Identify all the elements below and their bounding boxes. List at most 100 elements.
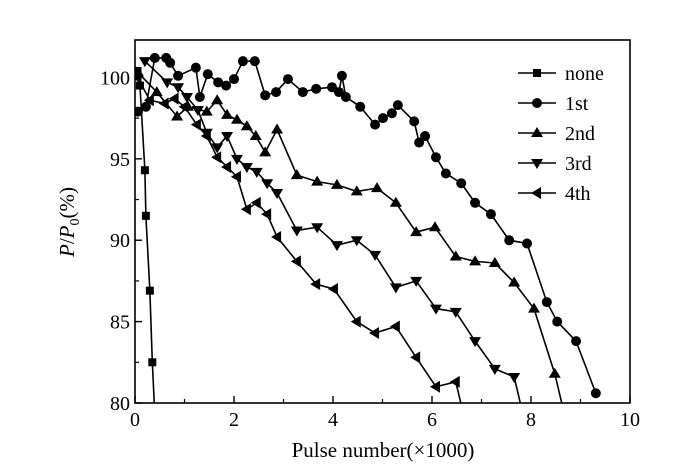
series-line-4th — [136, 77, 462, 403]
triangle-up-marker — [531, 127, 543, 137]
triangle-down-marker — [230, 154, 243, 165]
triangle-up-marker — [508, 276, 521, 287]
legend-item-3rd: 3rd — [518, 153, 592, 175]
triangle-left-marker — [168, 92, 179, 105]
triangle-down-marker — [161, 78, 174, 89]
x-tick-label: 8 — [526, 409, 536, 431]
series-line-2nd — [137, 72, 563, 403]
y-label-sep: / — [55, 238, 79, 244]
series-2nd — [135, 66, 563, 403]
legend-item-2nd: 2nd — [518, 123, 595, 145]
circle-marker — [282, 74, 293, 85]
triangle-down-marker — [488, 364, 501, 375]
circle-marker — [221, 80, 232, 91]
y-label-sub: 0 — [68, 218, 83, 225]
triangle-down-marker — [172, 83, 185, 94]
triangle-left-marker — [240, 203, 251, 216]
triangle-up-marker — [488, 257, 501, 268]
circle-marker — [135, 106, 143, 117]
triangle-left-marker — [200, 130, 211, 143]
triangle-up-marker — [211, 94, 224, 105]
triangle-down-marker — [350, 236, 363, 247]
triangle-left-marker — [350, 315, 361, 328]
triangle-down-marker — [330, 241, 343, 252]
triangle-up-marker — [527, 302, 540, 313]
triangle-left-marker — [310, 278, 321, 291]
triangle-down-marker — [410, 276, 423, 287]
square-marker — [141, 211, 150, 220]
triangle-left-marker — [158, 97, 169, 110]
plot-frame — [134, 39, 631, 404]
triangle-down-marker — [240, 162, 253, 173]
triangle-up-marker — [311, 175, 324, 186]
triangle-left-marker — [178, 100, 189, 113]
circle-marker — [414, 137, 425, 148]
legend-label: 2nd — [565, 123, 595, 145]
circle-marker — [532, 98, 542, 108]
triangle-up-marker — [330, 178, 343, 189]
triangle-left-marker — [389, 320, 400, 333]
circle-marker — [541, 297, 552, 308]
y-label-p0: P — [55, 225, 79, 239]
circle-marker — [340, 91, 351, 102]
triangle-up-marker — [259, 146, 272, 157]
triangle-up-marker — [230, 113, 243, 124]
x-tick-label: 4 — [328, 409, 338, 431]
x-tick-label: 10 — [620, 409, 640, 431]
triangle-up-marker — [449, 250, 462, 261]
circle-marker — [173, 70, 184, 81]
circle-marker — [297, 87, 308, 98]
triangle-up-marker — [150, 86, 163, 97]
y-label-unit: (%) — [55, 187, 79, 218]
triangle-down-marker — [531, 159, 543, 169]
triangle-down-marker — [429, 304, 442, 315]
circle-marker — [237, 56, 248, 67]
triangle-left-marker — [211, 151, 222, 164]
circle-marker — [149, 52, 160, 63]
triangle-left-marker — [221, 160, 232, 173]
x-tick-label: 0 — [130, 409, 140, 431]
triangle-down-marker — [469, 337, 482, 348]
x-tick-label: 2 — [229, 409, 239, 431]
triangle-left-marker — [369, 327, 380, 340]
triangle-left-marker — [261, 208, 272, 221]
series-line-none — [136, 70, 156, 403]
triangle-up-marker — [171, 110, 184, 121]
legend-label: 4th — [565, 183, 591, 205]
triangle-left-marker — [143, 94, 154, 107]
circle-marker — [229, 74, 239, 85]
triangle-down-marker — [180, 92, 193, 103]
x-axis-label: Pulse number(×1000) — [292, 438, 475, 462]
x-tick-label: 6 — [427, 409, 437, 431]
ticks-layer: 0 2 4 6 8 10 80 85 90 95 100 — [100, 67, 640, 431]
triangle-down-marker — [271, 189, 284, 200]
legend-item-1st: 1st — [518, 93, 589, 115]
y-tick-label: 90 — [110, 230, 130, 252]
circle-marker — [485, 209, 496, 220]
series-3rd — [138, 57, 522, 403]
triangle-down-marker — [250, 167, 263, 178]
circle-marker — [333, 87, 344, 98]
triangle-down-marker — [261, 179, 274, 190]
legend: none 1st 2nd 3rd 4th — [518, 63, 604, 205]
svg-text:P/P0(%): P/P0(%) — [55, 187, 83, 258]
series-1st — [135, 52, 601, 399]
triangle-down-marker — [311, 223, 324, 234]
triangle-left-marker — [449, 375, 460, 388]
circle-marker — [386, 108, 397, 119]
circle-marker — [420, 131, 431, 142]
circle-marker — [392, 100, 403, 111]
triangle-up-marker — [410, 226, 423, 237]
triangle-down-marker — [389, 283, 402, 294]
triangle-up-marker — [221, 108, 234, 119]
y-axis-label: P/P0(%) — [55, 187, 83, 258]
triangle-up-marker — [290, 169, 303, 180]
circle-marker — [271, 87, 282, 98]
y-label-p: P — [55, 244, 79, 258]
triangle-down-marker — [369, 250, 382, 261]
circle-marker — [336, 70, 347, 81]
triangle-up-marker — [350, 185, 363, 196]
series-4th — [135, 71, 462, 403]
triangle-left-marker — [429, 380, 440, 393]
